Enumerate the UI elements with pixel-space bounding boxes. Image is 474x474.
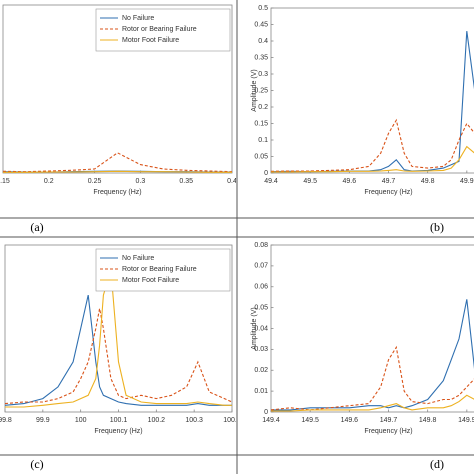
y-tick-label: 0.05 [254,153,268,160]
x-tick-label: 149.5 [301,417,319,424]
x-tick-label: 49.5 [303,178,317,185]
series-line [270,118,474,172]
y-tick-label: 0.5 [258,5,268,12]
y-tick-label: 0.2 [258,104,268,111]
x-tick-label: 0.4 [227,178,237,185]
x-tick-label: 100.1 [110,417,128,424]
x-tick-label: 99.8 [0,417,12,424]
legend-label: Motor Foot Failure [122,37,179,44]
x-tick-label: 0.35 [179,178,193,185]
x-tick-label: 0.2 [44,178,54,185]
plot-area [270,7,474,174]
x-axis-label: Frequency (Hz) [364,428,412,435]
caption: (d) [430,457,444,471]
legend-label: No Failure [122,255,154,262]
panel: 149.4 149.5 149.6 149.7 149.8 149.9 0 0.01 0.02 0… [251,242,474,435]
x-tick-label: 0.15 [0,178,10,185]
y-tick-label: 0 [264,409,268,416]
series-line [4,308,233,405]
y-tick-label: 0.01 [254,388,268,395]
x-tick-label: 49.8 [421,178,435,185]
panel: 0.15 0.2 0.25 0.3 0.35 0.4 Frequency (Hz) No Fa… [0,4,237,196]
legend-label: Motor Foot Failure [122,277,179,284]
x-tick-label: 100 [75,417,87,424]
x-tick-label: 49.9 [460,178,474,185]
x-tick-label: 100.4 [223,417,241,424]
y-tick-label: 0.03 [254,346,268,353]
x-tick-label: 149.8 [419,417,437,424]
y-axis-label: Amplitude (V) [251,69,258,111]
series-line [271,145,474,173]
legend-label: Rotor or Bearing Failure [122,266,197,273]
x-tick-label: 49.4 [264,178,278,185]
y-tick-label: 0.06 [254,284,268,291]
x-tick-label: 149.6 [341,417,359,424]
x-tick-label: 99.9 [36,417,50,424]
caption: (c) [30,457,43,471]
panel: 49.4 49.5 49.6 49.7 49.8 49.9 0 0.05 0.1 0.15 0.2 0… [251,5,474,196]
y-tick-label: 0 [264,170,268,177]
legend-label: Rotor or Bearing Failure [122,26,197,33]
legend-label: No Failure [122,15,154,22]
legend-box [95,248,231,292]
y-tick-label: 0.04 [254,325,268,332]
x-tick-label: 100.3 [185,417,203,424]
x-axis-label: Frequency (Hz) [94,428,142,435]
panel: 99.8 99.9 100 100.1 100.2 100.3 100.4 Frequency… [0,244,241,435]
x-axis-label: Frequency (Hz) [364,189,412,196]
y-tick-label: 0.07 [254,263,268,270]
x-tick-label: 0.3 [136,178,146,185]
series-line [271,394,474,412]
y-axis-label: Amplitude (V) [251,307,258,349]
caption: (b) [430,220,444,234]
y-tick-label: 0.45 [254,21,268,28]
y-tick-label: 0.08 [254,242,268,249]
caption: (a) [30,220,43,234]
x-tick-label: 149.7 [380,417,398,424]
y-tick-label: 0.3 [258,71,268,78]
y-tick-label: 0.15 [254,120,268,127]
legend-box [95,8,231,52]
y-tick-label: 0.05 [254,304,268,311]
y-tick-label: 0.4 [258,38,268,45]
x-axis-label: Frequency (Hz) [93,189,141,196]
series-line [3,170,232,173]
series-line [270,345,474,411]
x-tick-label: 0.25 [88,178,102,185]
x-tick-label: 49.6 [343,178,357,185]
series-line [4,294,232,406]
y-tick-label: 0.02 [254,367,268,374]
plot-area [270,244,474,413]
x-tick-label: 49.7 [382,178,396,185]
x-tick-label: 100.2 [148,417,166,424]
x-tick-label: 149.9 [458,417,474,424]
y-tick-label: 0.35 [254,54,268,61]
y-tick-label: 0.1 [258,137,268,144]
y-tick-label: 0.25 [254,87,268,94]
x-tick-label: 149.4 [262,417,280,424]
